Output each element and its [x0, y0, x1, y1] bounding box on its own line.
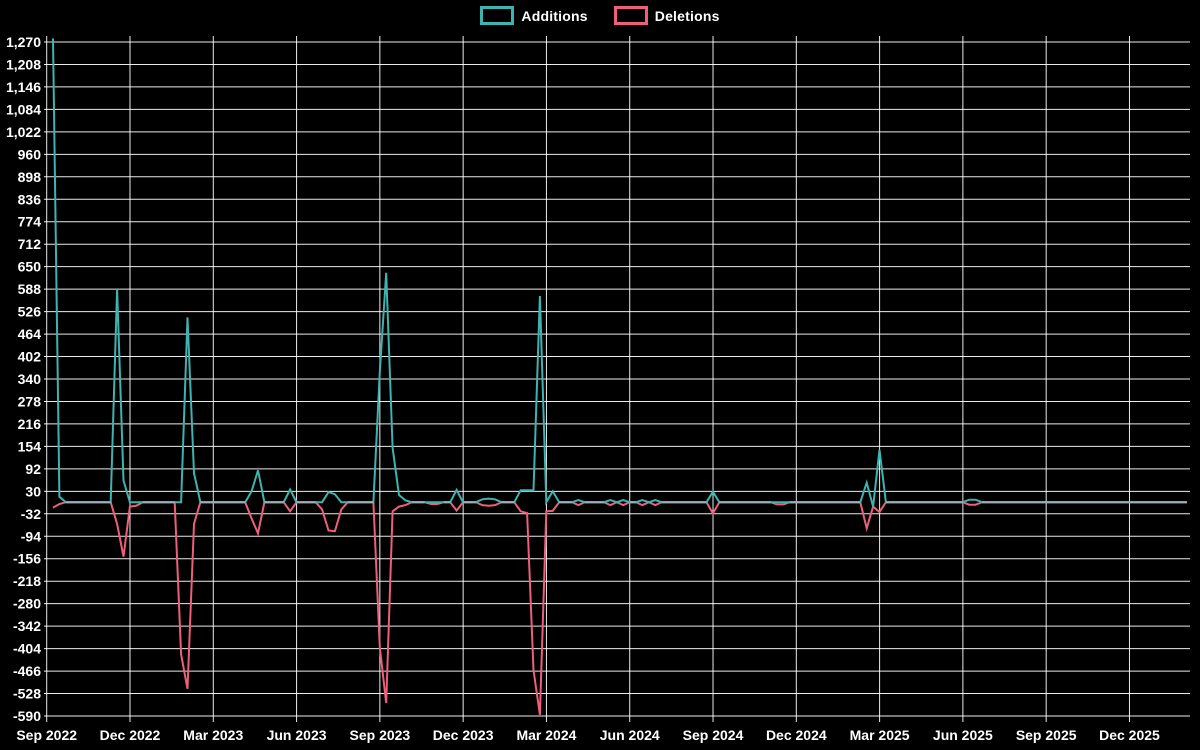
x-tick-label: Jun 2025 [933, 727, 993, 743]
y-tick-label: -342 [13, 618, 41, 634]
x-tick-label: Jun 2024 [600, 727, 660, 743]
y-tick-label: -94 [21, 528, 41, 544]
y-tick-label: 402 [18, 349, 42, 365]
y-tick-label: 1,208 [6, 56, 41, 72]
y-tick-label: 588 [18, 281, 42, 297]
x-tick-label: Sep 2025 [1016, 727, 1077, 743]
y-tick-label: 712 [18, 236, 42, 252]
y-tick-label: 1,022 [6, 124, 41, 140]
y-tick-label: -590 [13, 708, 41, 724]
additions-swatch-icon [480, 6, 515, 25]
y-tick-label: -32 [21, 506, 41, 522]
y-tick-label: 836 [18, 191, 42, 207]
x-tick-label: Mar 2024 [516, 727, 576, 743]
legend-item-additions[interactable]: Additions [480, 6, 588, 25]
chart-legend: Additions Deletions [0, 6, 1200, 25]
y-tick-label: -156 [13, 551, 41, 567]
y-tick-label: 898 [18, 169, 42, 185]
x-tick-label: Mar 2025 [850, 727, 910, 743]
y-tick-label: 216 [18, 416, 42, 432]
x-tick-label: Dec 2023 [433, 727, 494, 743]
x-tick-label: Dec 2025 [1099, 727, 1160, 743]
y-tick-label: 30 [25, 483, 41, 499]
y-tick-label: 1,084 [6, 101, 41, 117]
x-axis: Sep 2022 Dec 2022 Mar 2023 Jun 2023 Sep 2023… [16, 36, 1160, 743]
y-tick-label: -404 [13, 641, 41, 657]
x-tick-label: Dec 2022 [100, 727, 161, 743]
y-tick-label: 1,270 [6, 34, 41, 50]
x-tick-label: Sep 2022 [16, 727, 77, 743]
y-tick-label: 464 [18, 326, 42, 342]
y-tick-label: 92 [25, 461, 41, 477]
y-tick-label: 960 [18, 146, 42, 162]
deletions-swatch-icon [613, 6, 648, 25]
y-tick-label: -218 [13, 573, 41, 589]
legend-label-deletions: Deletions [654, 7, 720, 24]
y-axis: 1,270 1,208 1,146 1,084 1,022 960 898 836 774 712… [6, 34, 1190, 724]
x-tick-label: Dec 2024 [766, 727, 827, 743]
legend-item-deletions[interactable]: Deletions [613, 6, 720, 25]
y-tick-label: 1,146 [6, 79, 41, 95]
y-tick-label: 278 [18, 393, 42, 409]
y-tick-label: -280 [13, 596, 41, 612]
x-tick-label: Jun 2023 [267, 727, 327, 743]
x-tick-label: Sep 2024 [683, 727, 744, 743]
y-tick-label: -466 [13, 663, 41, 679]
y-tick-label: 154 [18, 438, 42, 454]
y-tick-label: 526 [18, 304, 42, 320]
y-tick-label: 340 [18, 371, 42, 387]
y-tick-label: 650 [18, 259, 42, 275]
x-tick-label: Sep 2023 [350, 727, 411, 743]
y-tick-label: -528 [13, 686, 41, 702]
x-tick-label: Mar 2023 [183, 727, 243, 743]
y-tick-label: 774 [18, 214, 42, 230]
legend-label-additions: Additions [521, 7, 588, 24]
